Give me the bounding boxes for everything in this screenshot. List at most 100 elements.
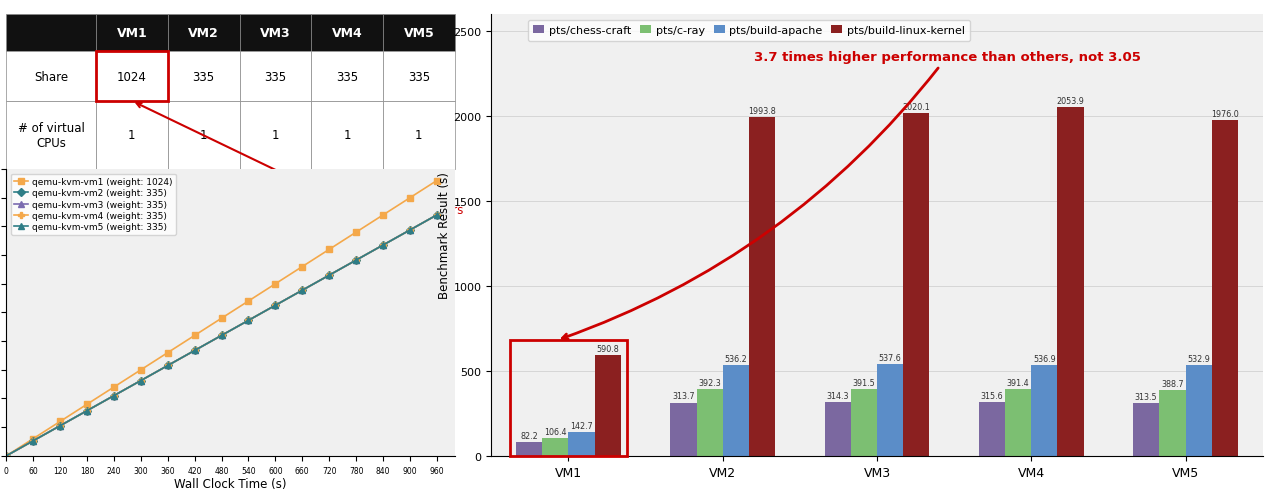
- Bar: [697, 389, 723, 456]
- qemu-kvm-vm2 (weight: 335): (420, 368): 335): (420, 368): [187, 348, 202, 354]
- Text: 1: 1: [272, 129, 279, 142]
- qemu-kvm-vm4 (weight: 335): (120, 105): 335): (120, 105): [52, 423, 67, 429]
- Bar: [542, 438, 569, 456]
- Bar: [1160, 390, 1185, 456]
- qemu-kvm-vm4 (weight: 335): (540, 472): 335): (540, 472): [241, 318, 256, 324]
- qemu-kvm-vm4 (weight: 335): (720, 630): 335): (720, 630): [321, 273, 336, 279]
- Bar: [168, 102, 240, 170]
- Bar: [510, 341, 627, 456]
- Bar: [240, 102, 311, 170]
- qemu-kvm-vm4 (weight: 335): (840, 735): 335): (840, 735): [376, 242, 391, 248]
- Line: qemu-kvm-vm5 (weight: 335): qemu-kvm-vm5 (weight: 335): [4, 213, 439, 459]
- X-axis label: Wall Clock Time (s): Wall Clock Time (s): [174, 477, 287, 490]
- Bar: [670, 403, 697, 456]
- Bar: [595, 356, 621, 456]
- qemu-kvm-vm4 (weight: 335): (660, 578): 335): (660, 578): [294, 288, 310, 294]
- qemu-kvm-vm2 (weight: 335): (60, 52.5): 335): (60, 52.5): [25, 438, 41, 444]
- qemu-kvm-vm1 (weight: 1024): (840, 840): 1024): (840, 840): [376, 212, 391, 218]
- Legend: pts/chess-craft, pts/c-ray, pts/build-apache, pts/build-linux-kernel: pts/chess-craft, pts/c-ray, pts/build-ap…: [528, 21, 971, 42]
- qemu-kvm-vm3 (weight: 335): (600, 525): 335): (600, 525): [268, 303, 283, 309]
- Text: VM3: VM3: [260, 27, 291, 40]
- Text: 106.4: 106.4: [544, 427, 567, 436]
- Text: 537.6: 537.6: [878, 354, 901, 363]
- qemu-kvm-vm1 (weight: 1024): (180, 180): 1024): (180, 180): [80, 401, 95, 407]
- Bar: [383, 15, 454, 52]
- qemu-kvm-vm3 (weight: 335): (900, 788): 335): (900, 788): [402, 227, 418, 233]
- qemu-kvm-vm3 (weight: 335): (960, 840): 335): (960, 840): [429, 212, 444, 218]
- qemu-kvm-vm5 (weight: 335): (360, 315): 335): (360, 315): [160, 363, 175, 369]
- qemu-kvm-vm4 (weight: 335): (600, 525): 335): (600, 525): [268, 303, 283, 309]
- Text: 1: 1: [415, 129, 423, 142]
- Text: 392.3: 392.3: [698, 378, 721, 387]
- qemu-kvm-vm3 (weight: 335): (300, 262): 335): (300, 262): [133, 378, 148, 384]
- qemu-kvm-vm5 (weight: 335): (60, 52.5): 335): (60, 52.5): [25, 438, 41, 444]
- Text: 335: 335: [336, 71, 358, 83]
- Bar: [1057, 108, 1084, 456]
- qemu-kvm-vm5 (weight: 335): (960, 840): 335): (960, 840): [429, 212, 444, 218]
- qemu-kvm-vm3 (weight: 335): (780, 682): 335): (780, 682): [349, 258, 364, 264]
- Bar: [723, 365, 749, 456]
- qemu-kvm-vm3 (weight: 335): (60, 52.5): 335): (60, 52.5): [25, 438, 41, 444]
- Bar: [311, 52, 383, 102]
- qemu-kvm-vm5 (weight: 335): (780, 682): 335): (780, 682): [349, 258, 364, 264]
- qemu-kvm-vm5 (weight: 335): (840, 735): 335): (840, 735): [376, 242, 391, 248]
- Text: 335: 335: [264, 71, 287, 83]
- qemu-kvm-vm2 (weight: 335): (900, 788): 335): (900, 788): [402, 227, 418, 233]
- qemu-kvm-vm3 (weight: 335): (0, 0): 335): (0, 0): [0, 453, 14, 459]
- qemu-kvm-vm5 (weight: 335): (720, 630): 335): (720, 630): [321, 273, 336, 279]
- Text: 82.2: 82.2: [520, 431, 538, 440]
- qemu-kvm-vm1 (weight: 1024): (300, 300): 1024): (300, 300): [133, 367, 148, 373]
- qemu-kvm-vm3 (weight: 335): (240, 210): 335): (240, 210): [107, 393, 122, 399]
- Text: 314.3: 314.3: [826, 392, 849, 401]
- Text: 313.7: 313.7: [673, 392, 694, 401]
- Text: 391.5: 391.5: [853, 379, 876, 387]
- qemu-kvm-vm2 (weight: 335): (480, 420): 335): (480, 420): [214, 333, 230, 339]
- Bar: [825, 403, 850, 456]
- qemu-kvm-vm4 (weight: 335): (780, 682): 335): (780, 682): [349, 258, 364, 264]
- qemu-kvm-vm4 (weight: 335): (60, 52.5): 335): (60, 52.5): [25, 438, 41, 444]
- Text: 388.7: 388.7: [1161, 379, 1184, 388]
- Text: 391.4: 391.4: [1006, 379, 1029, 387]
- Bar: [240, 15, 311, 52]
- Bar: [1133, 403, 1160, 456]
- Legend: qemu-kvm-vm1 (weight: 1024), qemu-kvm-vm2 (weight: 335), qemu-kvm-vm3 (weight: 3: qemu-kvm-vm1 (weight: 1024), qemu-kvm-vm…: [11, 174, 175, 235]
- qemu-kvm-vm1 (weight: 1024): (120, 120): 1024): (120, 120): [52, 418, 67, 424]
- qemu-kvm-vm1 (weight: 1024): (0, 0): 1024): (0, 0): [0, 453, 14, 459]
- qemu-kvm-vm1 (weight: 1024): (960, 960): 1024): (960, 960): [429, 178, 444, 184]
- Bar: [904, 113, 929, 456]
- qemu-kvm-vm5 (weight: 335): (660, 578): 335): (660, 578): [294, 288, 310, 294]
- Line: qemu-kvm-vm4 (weight: 335): qemu-kvm-vm4 (weight: 335): [4, 213, 439, 459]
- qemu-kvm-vm3 (weight: 335): (540, 472): 335): (540, 472): [241, 318, 256, 324]
- Text: 313.5: 313.5: [1134, 392, 1157, 401]
- Bar: [978, 402, 1005, 456]
- qemu-kvm-vm1 (weight: 1024): (900, 900): 1024): (900, 900): [402, 195, 418, 201]
- qemu-kvm-vm3 (weight: 335): (120, 105): 335): (120, 105): [52, 423, 67, 429]
- qemu-kvm-vm1 (weight: 1024): (540, 540): 1024): (540, 540): [241, 299, 256, 305]
- qemu-kvm-vm2 (weight: 335): (600, 525): 335): (600, 525): [268, 303, 283, 309]
- Bar: [96, 102, 168, 170]
- Y-axis label: Benchmark Result (s): Benchmark Result (s): [438, 172, 450, 299]
- qemu-kvm-vm1 (weight: 1024): (60, 60): 1024): (60, 60): [25, 436, 41, 442]
- Bar: [569, 432, 595, 456]
- qemu-kvm-vm4 (weight: 335): (420, 368): 335): (420, 368): [187, 348, 202, 354]
- qemu-kvm-vm1 (weight: 1024): (420, 420): 1024): (420, 420): [187, 333, 202, 339]
- Text: VM1: VM1: [117, 27, 147, 40]
- Text: 1993.8: 1993.8: [749, 107, 775, 116]
- Bar: [1032, 365, 1057, 456]
- qemu-kvm-vm3 (weight: 335): (420, 368): 335): (420, 368): [187, 348, 202, 354]
- qemu-kvm-vm5 (weight: 335): (600, 525): 335): (600, 525): [268, 303, 283, 309]
- qemu-kvm-vm5 (weight: 335): (420, 368): 335): (420, 368): [187, 348, 202, 354]
- qemu-kvm-vm5 (weight: 335): (300, 262): 335): (300, 262): [133, 378, 148, 384]
- Text: VM2: VM2: [188, 27, 220, 40]
- qemu-kvm-vm2 (weight: 335): (720, 630): 335): (720, 630): [321, 273, 336, 279]
- Text: Share: Share: [34, 71, 69, 83]
- qemu-kvm-vm4 (weight: 335): (0, 0): 335): (0, 0): [0, 453, 14, 459]
- qemu-kvm-vm5 (weight: 335): (900, 788): 335): (900, 788): [402, 227, 418, 233]
- Text: 2053.9: 2053.9: [1057, 97, 1085, 106]
- qemu-kvm-vm3 (weight: 335): (840, 735): 335): (840, 735): [376, 242, 391, 248]
- Text: 315.6: 315.6: [981, 391, 1004, 400]
- qemu-kvm-vm5 (weight: 335): (480, 420): 335): (480, 420): [214, 333, 230, 339]
- Bar: [96, 15, 168, 52]
- Text: 3.7 times higher performance than others, not 3.05: 3.7 times higher performance than others…: [562, 51, 1141, 339]
- qemu-kvm-vm4 (weight: 335): (360, 315): 335): (360, 315): [160, 363, 175, 369]
